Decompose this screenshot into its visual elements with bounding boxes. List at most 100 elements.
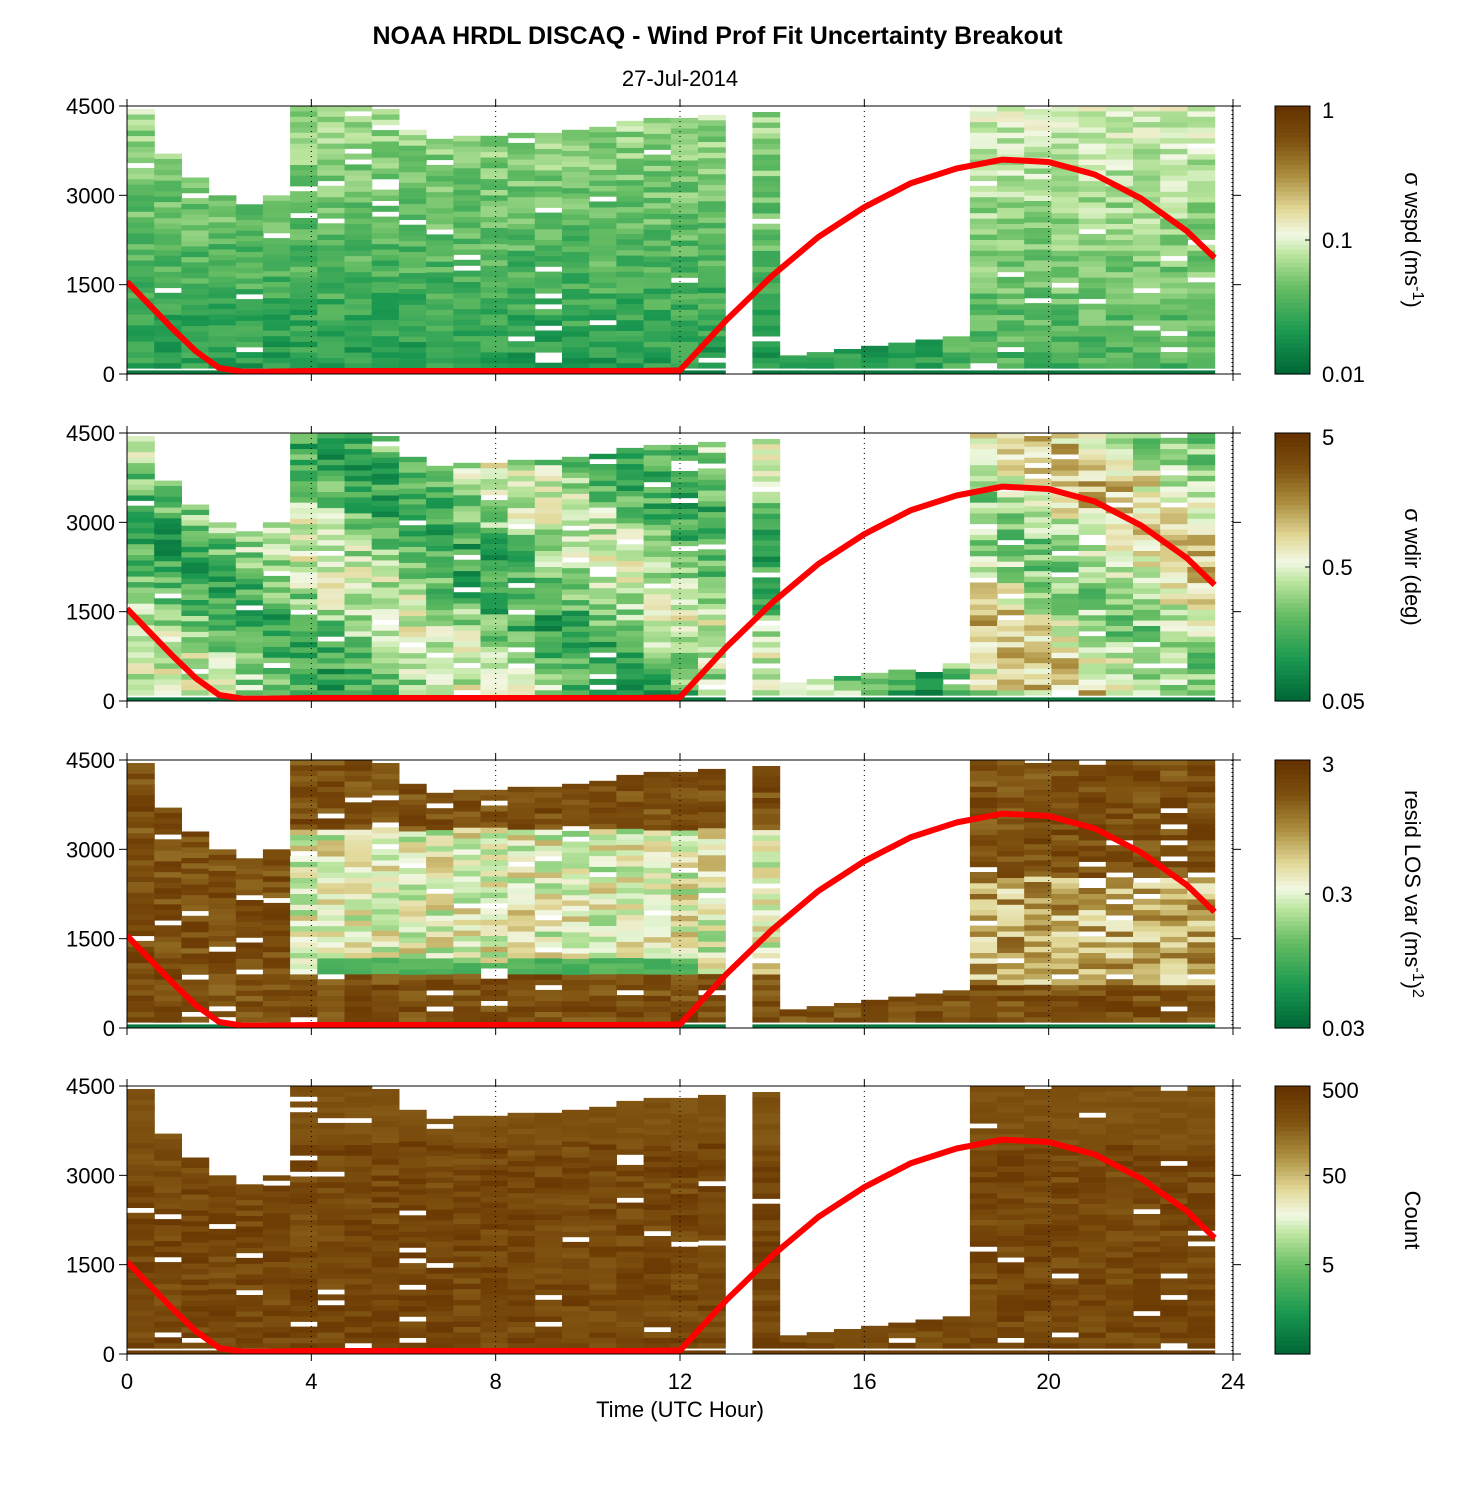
heatmap-cell — [181, 198, 210, 204]
heatmap-cell — [1105, 121, 1134, 128]
heatmap-cell — [398, 668, 427, 675]
heatmap-cell — [480, 832, 509, 839]
heatmap-cell — [1133, 448, 1161, 455]
heatmap-cell — [616, 255, 645, 261]
heatmap-cell — [371, 362, 400, 369]
heatmap-cell — [453, 232, 482, 239]
heatmap-cell — [344, 780, 373, 787]
heatmap-cell — [1078, 325, 1107, 332]
heatmap-cell — [371, 678, 400, 685]
heatmap-cell — [398, 937, 427, 943]
heatmap-cell — [344, 909, 373, 916]
heatmap-cell — [969, 839, 998, 846]
heatmap-cell — [181, 968, 210, 975]
heatmap-cell — [1078, 582, 1107, 589]
heatmap-cell — [1187, 941, 1216, 948]
heatmap-cell — [1187, 153, 1216, 160]
heatmap-cell — [290, 234, 318, 240]
heatmap-cell — [127, 973, 155, 980]
heatmap-cell — [507, 845, 536, 852]
heatmap-cell — [997, 496, 1025, 503]
heatmap-cell — [670, 346, 699, 353]
heatmap-cell — [344, 319, 373, 326]
heatmap-cell — [398, 894, 427, 901]
heatmap-cell — [1024, 500, 1052, 507]
heatmap-cell — [670, 803, 699, 810]
heatmap-cell — [997, 239, 1025, 246]
heatmap-cell — [1051, 760, 1080, 766]
heatmap-cell — [1024, 1011, 1052, 1018]
heatmap-cell — [154, 1337, 182, 1344]
heatmap-cell — [317, 223, 346, 230]
heatmap-cell — [997, 673, 1025, 680]
heatmap-cell — [1078, 561, 1107, 567]
heatmap-cell — [453, 178, 482, 185]
heatmap-cell — [1024, 870, 1052, 877]
heatmap-cell — [643, 947, 672, 954]
heatmap-cell — [562, 1006, 590, 1012]
heatmap-cell — [1133, 914, 1161, 921]
heatmap-cell — [208, 286, 237, 293]
heatmap-cell — [1133, 502, 1161, 509]
heatmap-cell — [371, 978, 400, 985]
heatmap-cell — [534, 625, 563, 632]
heatmap-cell — [344, 1240, 373, 1247]
y-tick-label: 1500 — [66, 273, 115, 298]
heatmap-cell — [616, 141, 645, 148]
heatmap-cell — [1160, 185, 1188, 192]
heatmap-cell — [426, 609, 454, 616]
heatmap-cell — [1187, 952, 1216, 959]
heatmap-cell — [1105, 866, 1134, 873]
heatmap-cell — [235, 1337, 264, 1344]
heatmap-cell — [480, 173, 509, 180]
heatmap-cell — [398, 208, 427, 215]
heatmap-cell — [181, 304, 210, 311]
heatmap-cell — [1105, 571, 1134, 578]
heatmap-cell — [616, 495, 645, 502]
heatmap-cell — [670, 224, 699, 230]
heatmap-cell — [562, 857, 590, 864]
heatmap-cell — [698, 581, 726, 588]
heatmap-cell — [371, 357, 400, 364]
heatmap-cell — [398, 889, 427, 896]
heatmap-cell — [208, 205, 237, 212]
heatmap-cell — [507, 587, 536, 594]
heatmap-cell — [371, 505, 400, 512]
heatmap-cell — [317, 106, 346, 112]
heatmap-cell — [262, 902, 291, 909]
heatmap-cell — [262, 195, 291, 201]
heatmap-cell — [1024, 951, 1052, 958]
heatmap-cell — [1051, 764, 1080, 771]
heatmap-cell — [480, 543, 509, 550]
heatmap-cell — [1024, 113, 1052, 120]
heatmap-cell — [616, 447, 645, 454]
heatmap-cell — [1078, 459, 1107, 466]
heatmap-cell — [1105, 223, 1134, 230]
heatmap-cell — [344, 287, 373, 294]
heatmap-cell — [1187, 169, 1216, 176]
heatmap-cell — [344, 668, 373, 675]
heatmap-cell — [670, 455, 699, 461]
heatmap-cell — [181, 283, 210, 289]
colorbar-segment — [1275, 240, 1310, 246]
heatmap-cell — [208, 351, 237, 358]
heatmap-cell — [1051, 357, 1080, 364]
heatmap-cell — [507, 539, 536, 546]
heatmap-cell — [398, 1011, 427, 1018]
heatmap-cell — [589, 217, 617, 224]
heatmap-cell — [317, 244, 346, 251]
heatmap-cell — [969, 330, 998, 337]
heatmap-cell — [1160, 106, 1188, 112]
heatmap-cell — [262, 689, 291, 696]
heatmap-cell — [698, 876, 726, 883]
heatmap-cell — [1133, 646, 1161, 653]
heatmap-cell — [262, 1250, 291, 1257]
heatmap-cell — [1078, 775, 1107, 782]
heatmap-cell — [1024, 886, 1052, 893]
heatmap-cell — [616, 995, 645, 1002]
heatmap-cell — [208, 1315, 237, 1322]
heatmap-cell — [426, 893, 454, 900]
heatmap-cell — [1187, 989, 1216, 996]
heatmap-cell — [235, 1011, 264, 1018]
heatmap-cell — [235, 1184, 264, 1190]
